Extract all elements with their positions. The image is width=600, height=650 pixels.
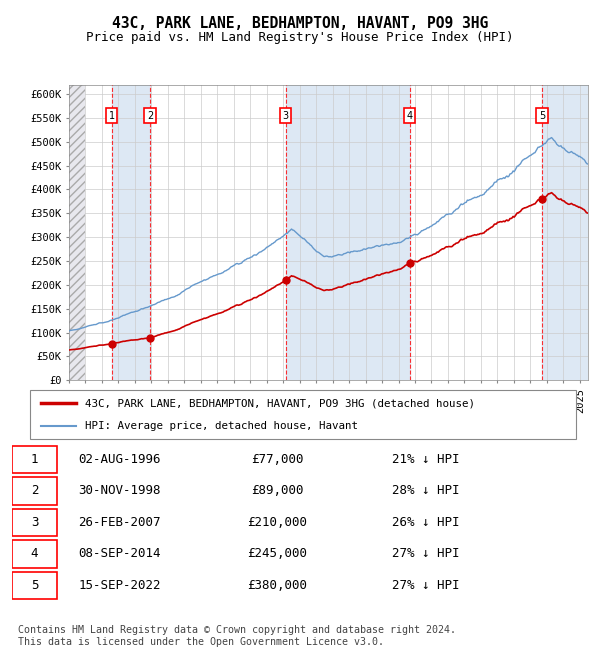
Text: 27% ↓ HPI: 27% ↓ HPI bbox=[392, 547, 460, 560]
FancyBboxPatch shape bbox=[12, 477, 57, 505]
Text: 4: 4 bbox=[407, 111, 413, 120]
FancyBboxPatch shape bbox=[12, 446, 57, 473]
Text: £210,000: £210,000 bbox=[247, 516, 307, 529]
FancyBboxPatch shape bbox=[30, 390, 576, 439]
Text: 27% ↓ HPI: 27% ↓ HPI bbox=[392, 578, 460, 592]
Text: 43C, PARK LANE, BEDHAMPTON, HAVANT, PO9 3HG: 43C, PARK LANE, BEDHAMPTON, HAVANT, PO9 … bbox=[112, 16, 488, 31]
Text: 02-AUG-1996: 02-AUG-1996 bbox=[78, 453, 161, 466]
Text: 43C, PARK LANE, BEDHAMPTON, HAVANT, PO9 3HG (detached house): 43C, PARK LANE, BEDHAMPTON, HAVANT, PO9 … bbox=[85, 398, 475, 408]
Text: 3: 3 bbox=[31, 516, 38, 529]
Text: 30-NOV-1998: 30-NOV-1998 bbox=[78, 484, 161, 497]
FancyBboxPatch shape bbox=[12, 571, 57, 599]
Text: 15-SEP-2022: 15-SEP-2022 bbox=[78, 578, 161, 592]
Text: 21% ↓ HPI: 21% ↓ HPI bbox=[392, 453, 460, 466]
Text: £77,000: £77,000 bbox=[251, 453, 303, 466]
Text: 4: 4 bbox=[31, 547, 38, 560]
Text: Price paid vs. HM Land Registry's House Price Index (HPI): Price paid vs. HM Land Registry's House … bbox=[86, 31, 514, 44]
Text: 2: 2 bbox=[147, 111, 153, 120]
Text: 26-FEB-2007: 26-FEB-2007 bbox=[78, 516, 161, 529]
Text: 08-SEP-2014: 08-SEP-2014 bbox=[78, 547, 161, 560]
Text: 1: 1 bbox=[109, 111, 115, 120]
Text: £380,000: £380,000 bbox=[247, 578, 307, 592]
Text: £245,000: £245,000 bbox=[247, 547, 307, 560]
Text: HPI: Average price, detached house, Havant: HPI: Average price, detached house, Hava… bbox=[85, 421, 358, 430]
Text: 5: 5 bbox=[539, 111, 545, 120]
Bar bbox=[542, 84, 588, 380]
FancyBboxPatch shape bbox=[12, 540, 57, 568]
Bar bbox=[69, 84, 85, 380]
Text: 3: 3 bbox=[283, 111, 289, 120]
Text: Contains HM Land Registry data © Crown copyright and database right 2024.
This d: Contains HM Land Registry data © Crown c… bbox=[18, 625, 456, 647]
Bar bbox=[112, 84, 150, 380]
Text: £89,000: £89,000 bbox=[251, 484, 303, 497]
Text: 2: 2 bbox=[31, 484, 38, 497]
Text: 28% ↓ HPI: 28% ↓ HPI bbox=[392, 484, 460, 497]
Text: 26% ↓ HPI: 26% ↓ HPI bbox=[392, 516, 460, 529]
Text: 1: 1 bbox=[31, 453, 38, 466]
FancyBboxPatch shape bbox=[12, 508, 57, 536]
Bar bbox=[286, 84, 410, 380]
Text: 5: 5 bbox=[31, 578, 38, 592]
